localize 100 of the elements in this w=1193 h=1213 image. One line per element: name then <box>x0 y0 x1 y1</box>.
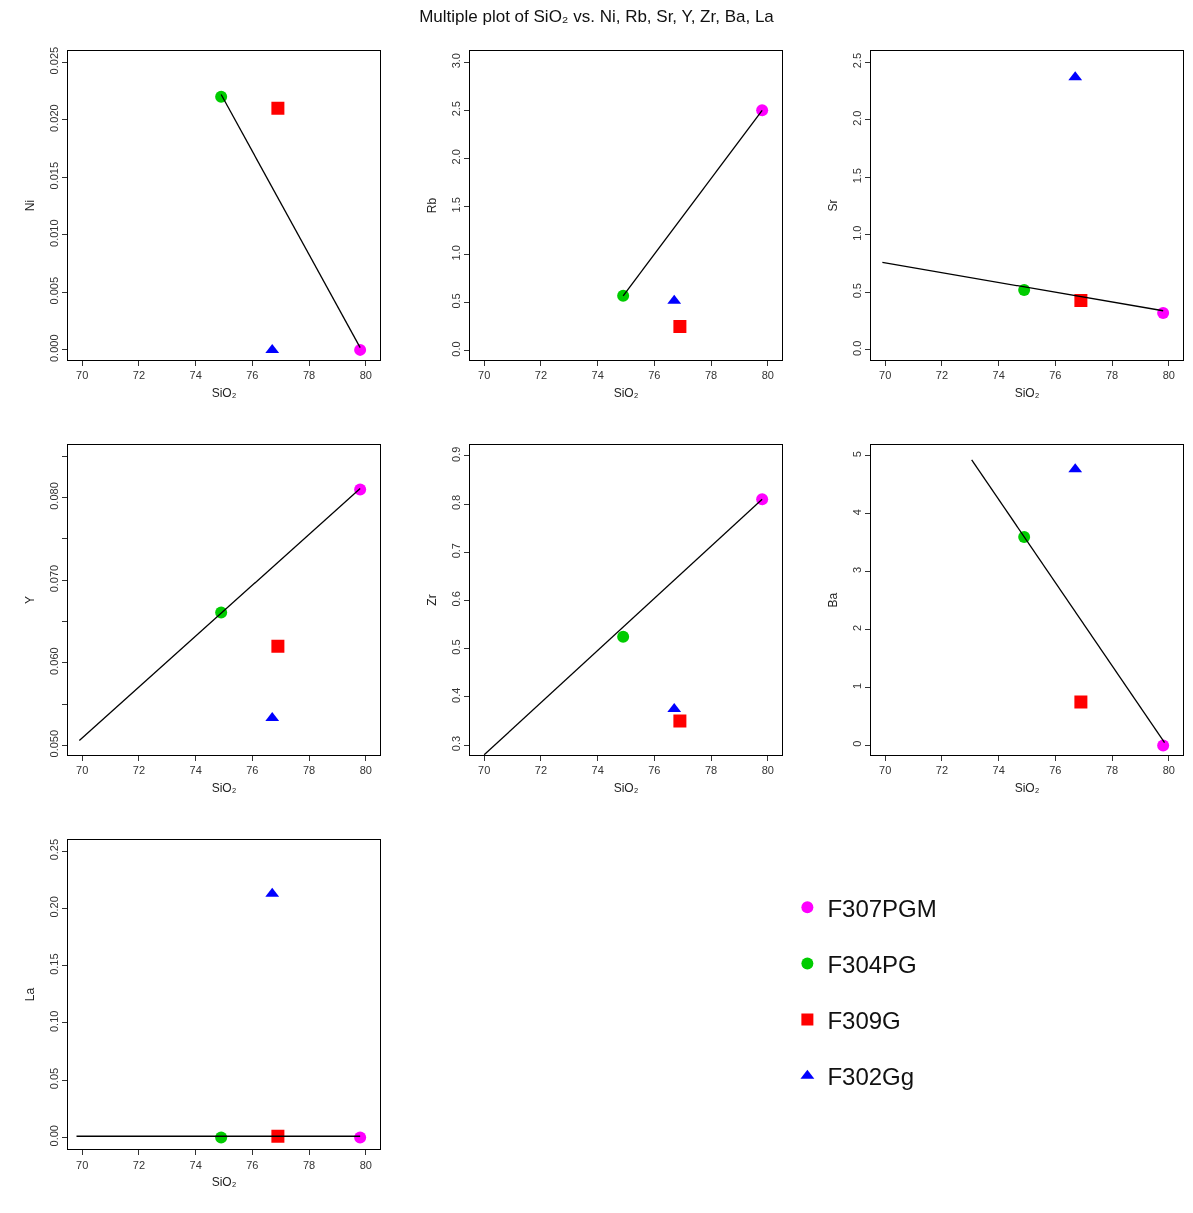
x-tick-label: 78 <box>302 1158 316 1171</box>
y-tick-label: 1.0 <box>850 225 863 241</box>
x-tick-label: 78 <box>704 369 718 382</box>
point <box>1074 695 1088 709</box>
y-tick-label: 0.000 <box>47 334 60 362</box>
y-tick-label: 0.3 <box>449 735 462 752</box>
x-tick-label: 74 <box>189 764 202 777</box>
x-tick-label: 78 <box>302 764 316 777</box>
x-tick-label: 72 <box>935 369 949 382</box>
x-tick-label: 72 <box>132 1158 146 1171</box>
y-tick-label: 0.05 <box>47 1067 60 1090</box>
y-tick-label: 0.0 <box>449 341 462 357</box>
x-tick-label: 76 <box>246 764 259 777</box>
point <box>756 104 769 117</box>
y-tick-label: 1.0 <box>449 245 462 261</box>
y-tick-label: 3 <box>850 566 863 574</box>
x-tick-label: 70 <box>76 369 89 382</box>
x-tick-label: 74 <box>591 764 604 777</box>
point <box>354 343 367 356</box>
x-tick-label: 74 <box>189 1158 202 1171</box>
x-axis-title: SiO₂ <box>613 781 639 796</box>
y-tick-label: 1.5 <box>449 197 462 213</box>
y-tick-label: 0.15 <box>47 953 60 975</box>
x-tick-label: 80 <box>1162 369 1175 382</box>
legend-label: F309G <box>827 1006 901 1034</box>
y-tick-label: 2.0 <box>449 149 462 165</box>
y-tick-label: 0.8 <box>449 494 462 511</box>
y-tick-label: 0.015 <box>47 161 60 190</box>
x-tick-label: 70 <box>478 764 491 777</box>
y-axis-title: Y <box>22 596 37 605</box>
y-tick-label: 0.050 <box>47 729 60 758</box>
x-tick-label: 70 <box>76 1158 89 1171</box>
y-tick-label: 2 <box>850 624 863 631</box>
x-tick-label: 76 <box>1049 764 1062 777</box>
y-tick-label: 0.060 <box>47 647 60 675</box>
y-axis-title: Ba <box>825 592 840 608</box>
point <box>271 639 285 653</box>
x-tick-label: 70 <box>879 764 892 777</box>
y-tick-label: 0.00 <box>47 1125 60 1147</box>
x-tick-label: 76 <box>648 764 661 777</box>
y-tick-label: 0.20 <box>47 896 60 918</box>
y-tick-label: 0.7 <box>449 543 462 559</box>
y-tick-label: 1 <box>850 682 863 689</box>
x-tick-label: 78 <box>1105 764 1119 777</box>
x-axis-title: SiO₂ <box>211 781 237 796</box>
y-tick-label: 2.5 <box>449 101 462 117</box>
y-tick-label: 0.4 <box>449 687 462 703</box>
y-axis-title: Sr <box>825 199 840 212</box>
point <box>354 1131 367 1144</box>
x-tick-label: 74 <box>992 764 1005 777</box>
x-tick-label: 74 <box>992 369 1005 382</box>
y-tick-label: 0.005 <box>47 276 60 305</box>
y-tick-label: 0.080 <box>47 482 60 510</box>
x-tick-label: 78 <box>704 764 718 777</box>
y-tick-label: 0.5 <box>449 639 462 655</box>
x-tick-label: 80 <box>761 764 774 777</box>
x-tick-label: 72 <box>132 764 146 777</box>
y-tick-label: 0.25 <box>47 838 60 861</box>
point <box>673 320 687 334</box>
legend-label: F304PG <box>827 950 917 978</box>
x-axis-title: SiO₂ <box>211 386 237 401</box>
x-axis-title: SiO₂ <box>211 1175 237 1190</box>
x-axis-title: SiO₂ <box>1014 781 1040 796</box>
point <box>617 630 630 643</box>
point <box>1157 307 1170 320</box>
x-tick-label: 76 <box>648 369 661 382</box>
x-tick-label: 76 <box>1049 369 1062 382</box>
point <box>617 289 630 302</box>
y-tick-label: 0.020 <box>47 104 60 132</box>
x-tick-label: 70 <box>478 369 491 382</box>
x-axis-title: SiO₂ <box>1014 386 1040 401</box>
point <box>1157 739 1170 752</box>
y-axis-title: Ni <box>22 199 37 212</box>
x-tick-label: 78 <box>1105 369 1119 382</box>
y-tick-label: 5 <box>850 451 863 458</box>
point <box>215 90 228 103</box>
legend-label: F307PGM <box>827 894 937 922</box>
point <box>271 1129 285 1143</box>
x-tick-label: 74 <box>189 369 202 382</box>
x-tick-label: 76 <box>246 369 259 382</box>
y-tick-label: 0.010 <box>47 219 60 247</box>
x-tick-label: 80 <box>761 369 774 382</box>
point <box>756 493 769 506</box>
text: Multiple plot of SiO₂ vs. Ni, Rb, Sr, Y, Zr, Ba, La <box>419 6 775 26</box>
x-tick-label: 76 <box>246 1158 259 1171</box>
y-tick-label: 0.070 <box>47 564 60 593</box>
x-tick-label: 72 <box>132 369 146 382</box>
x-tick-label: 80 <box>359 1158 372 1171</box>
y-tick-label: 3.0 <box>449 53 462 69</box>
x-tick-label: 80 <box>359 369 372 382</box>
y-tick-label: 0.5 <box>850 283 863 299</box>
y-tick-label: 0.0 <box>850 340 863 356</box>
x-tick-label: 74 <box>591 369 604 382</box>
y-tick-label: 0.10 <box>47 1010 60 1033</box>
y-tick-label: 0.025 <box>47 46 60 75</box>
y-tick-label: 0.5 <box>449 293 462 309</box>
y-tick-label: 2.5 <box>850 52 863 69</box>
y-axis-title: Rb <box>424 197 439 214</box>
x-tick-label: 80 <box>1162 764 1175 777</box>
y-tick-label: 0.9 <box>449 446 462 462</box>
